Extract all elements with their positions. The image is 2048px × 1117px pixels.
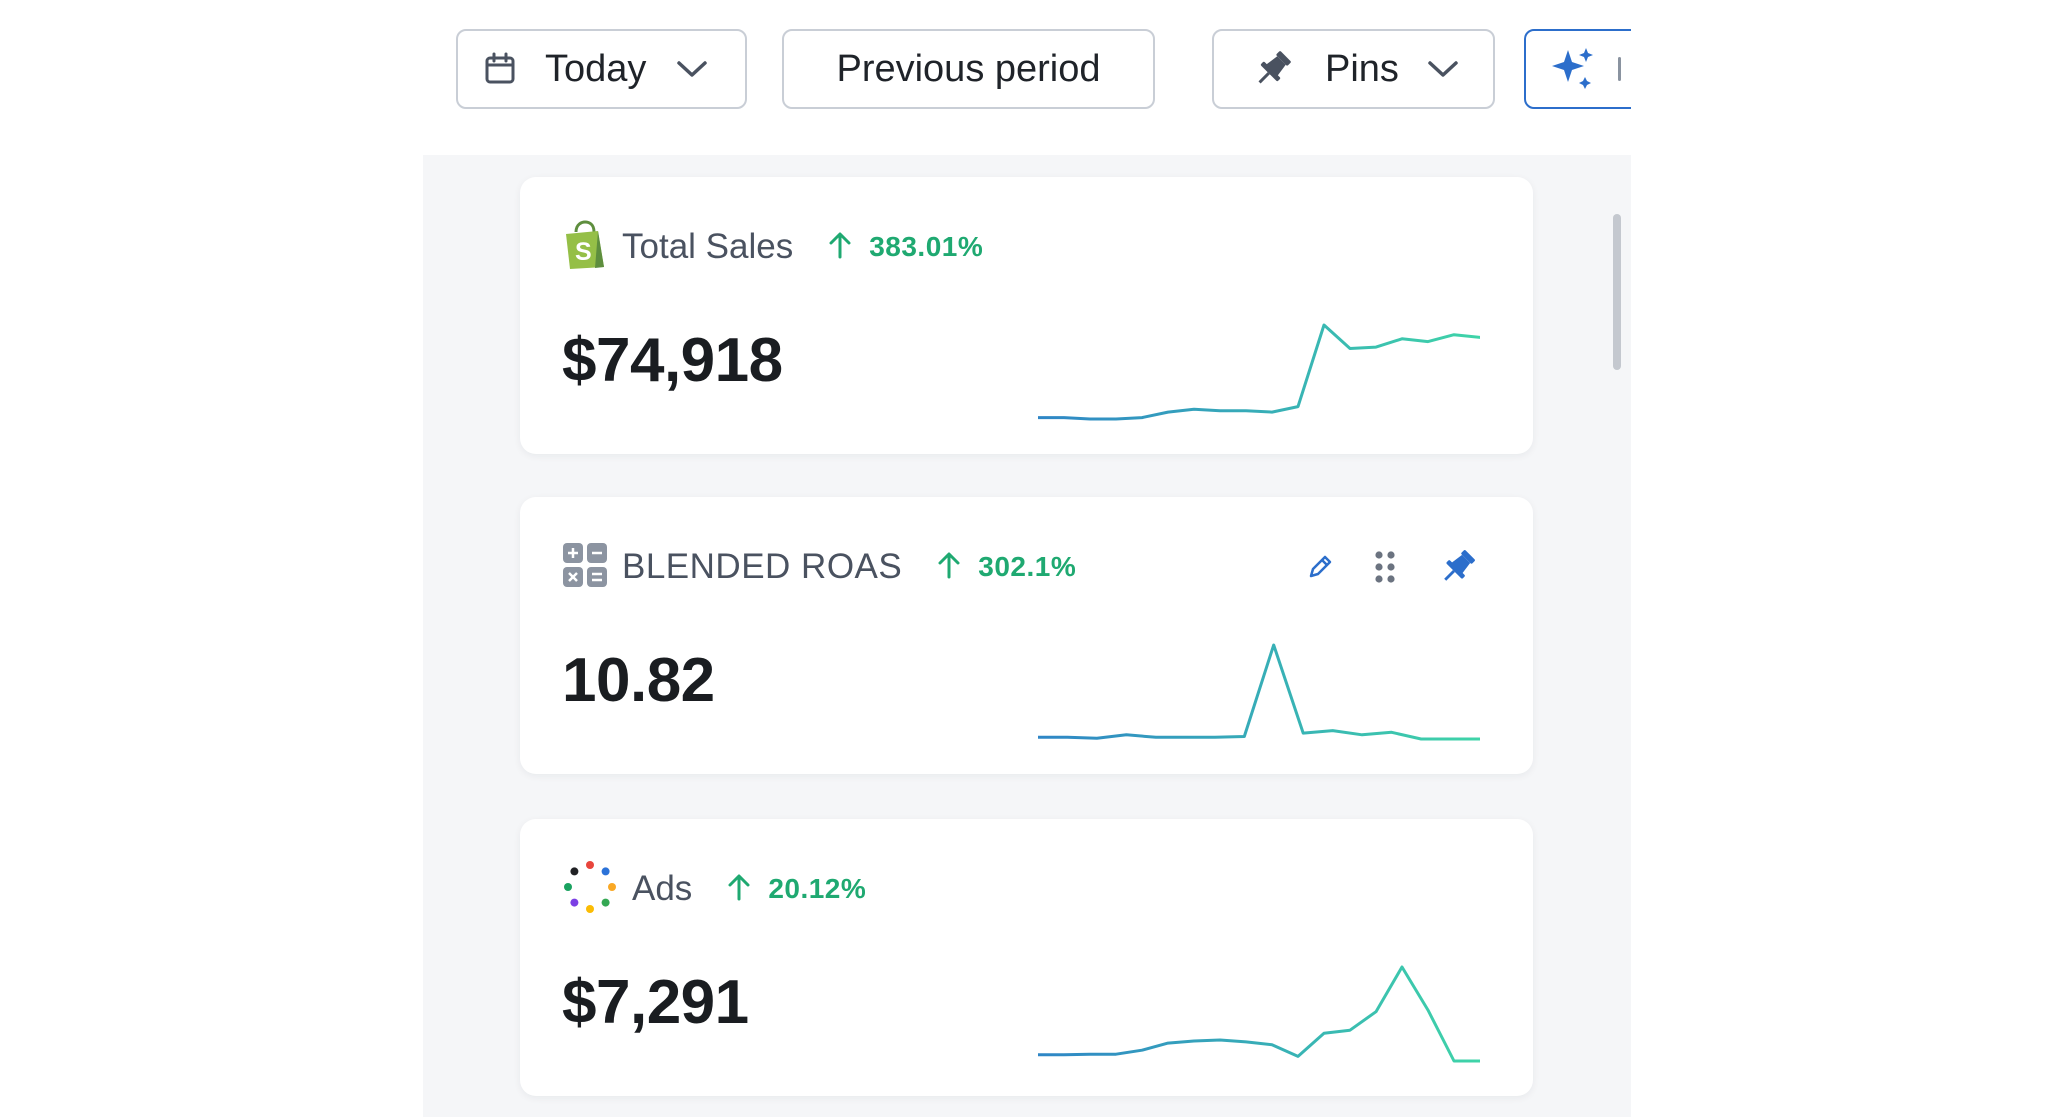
toolbar: Today Previous period Pins (423, 0, 1631, 155)
card-title: Total Sales (622, 227, 794, 266)
chevron-down-icon (1427, 59, 1459, 79)
sparkline-chart (1038, 965, 1480, 1063)
calendar-icon (483, 52, 517, 86)
date-range-label: Today (545, 47, 647, 90)
card-header: S Total Sales 383.01% (562, 219, 983, 275)
ai-button-text-edge (1618, 57, 1621, 81)
edit-icon[interactable] (1306, 553, 1334, 581)
metric-card-blended-roas[interactable]: BLENDED ROAS 302.1% 10. (520, 497, 1533, 774)
card-header: Ads 20.12% (562, 860, 866, 916)
metric-value: $7,291 (562, 968, 749, 1037)
trend-percentage: 20.12% (768, 873, 867, 904)
shopify-bag-icon: S (562, 219, 608, 275)
ai-assistant-button[interactable] (1524, 29, 1631, 109)
arrow-up-icon (827, 231, 853, 264)
sparkle-icon (1550, 46, 1596, 92)
card-title: Ads (632, 869, 693, 908)
card-header: BLENDED ROAS 302.1% (562, 540, 1076, 594)
metrics-panel: S Total Sales 383.01% $74,918 BLENDED RO… (423, 155, 1631, 1117)
sparkline-chart (1038, 643, 1480, 741)
app-window: Today Previous period Pins (423, 0, 1631, 1117)
sparkline-chart (1038, 323, 1480, 421)
sparkline-series (1038, 965, 1480, 1063)
arrow-up-icon (936, 551, 962, 584)
date-range-dropdown[interactable]: Today (456, 29, 747, 109)
metric-card-ads[interactable]: Ads 20.12% $7,291 (520, 819, 1533, 1096)
sparkline-series (1038, 643, 1480, 741)
compare-period-label: Previous period (836, 47, 1101, 90)
trend-percentage: 302.1% (978, 551, 1077, 582)
compare-period-button[interactable]: Previous period (782, 29, 1155, 109)
ads-dots-icon (562, 859, 618, 920)
metric-card-total-sales[interactable]: S Total Sales 383.01% $74,918 (520, 177, 1533, 454)
pin-icon (1252, 48, 1294, 90)
sparkline-series (1038, 323, 1480, 421)
pin-icon[interactable] (1438, 547, 1478, 587)
metric-value: 10.82 (562, 646, 715, 715)
card-actions (1306, 547, 1478, 587)
drag-handle-icon[interactable] (1372, 548, 1398, 586)
trend-percentage: 383.01% (869, 231, 984, 262)
pins-label: Pins (1325, 47, 1399, 90)
metric-value: $74,918 (562, 326, 783, 395)
arrow-up-icon (726, 873, 752, 906)
trend-indicator: 20.12% (726, 873, 866, 906)
scrollbar[interactable] (1613, 214, 1621, 370)
trend-indicator: 302.1% (936, 551, 1076, 584)
trend-indicator: 383.01% (827, 231, 983, 264)
card-title: BLENDED ROAS (622, 547, 903, 586)
calculator-icon (562, 542, 608, 593)
svg-text:S: S (575, 238, 592, 266)
pins-dropdown[interactable]: Pins (1212, 29, 1495, 109)
chevron-down-icon (676, 59, 708, 79)
